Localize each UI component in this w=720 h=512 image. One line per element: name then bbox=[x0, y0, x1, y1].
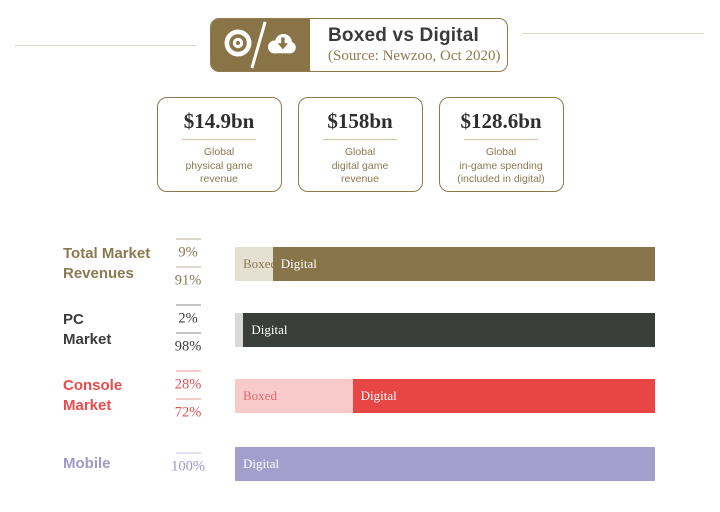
stat-value: $14.9bn bbox=[183, 109, 255, 133]
digital-percent: 100% bbox=[171, 458, 205, 475]
stat-label: Global in-game spending (included in dig… bbox=[457, 146, 545, 186]
boxed-percent: 2% bbox=[178, 310, 198, 327]
chart-row-console-market: Console Market 28% 72% Boxed Digital bbox=[0, 370, 720, 421]
chart-row-mobile: Mobile 100% Digital bbox=[0, 447, 720, 481]
cloud-download-icon bbox=[264, 28, 298, 63]
tick-rule bbox=[175, 452, 201, 454]
digital-percent: 72% bbox=[174, 404, 202, 421]
stat-divider bbox=[464, 139, 538, 140]
bar-segment-label: Digital bbox=[251, 322, 288, 337]
bar-segment-label: Digital bbox=[280, 256, 317, 271]
bar-segment-boxed: Boxed bbox=[235, 379, 353, 413]
percent-column: 28% 72% bbox=[160, 370, 216, 422]
bar-segment-digital: Digital bbox=[235, 447, 655, 481]
bar-segment-digital: Digital bbox=[352, 379, 655, 413]
stat-card-physical: $14.9bn Global physical game revenue bbox=[156, 97, 282, 192]
stat-divider bbox=[323, 139, 397, 140]
stat-cards: $14.9bn Global physical game revenue $15… bbox=[0, 97, 720, 192]
tick-rule bbox=[175, 332, 201, 334]
header-divider-left bbox=[15, 45, 196, 46]
stacked-bar: Boxed Digital bbox=[235, 247, 655, 281]
tick-rule bbox=[175, 238, 201, 240]
stat-label: Global digital game revenue bbox=[331, 146, 389, 186]
stat-label: Global physical game revenue bbox=[185, 146, 253, 186]
stat-value: $128.6bn bbox=[460, 109, 542, 133]
bar-segment-label: Digital bbox=[243, 456, 280, 471]
chart-row-pc-market: PC Market 2% 98% Digital bbox=[0, 304, 720, 355]
bar-segment-label: Boxed bbox=[243, 388, 277, 403]
percent-column: 9% 91% bbox=[160, 238, 216, 290]
percent-column: 100% bbox=[160, 452, 216, 476]
stacked-bar: Boxed Digital bbox=[235, 379, 655, 413]
page-title: Boxed vs Digital bbox=[328, 25, 480, 46]
chart-row-total-market: Total Market Revenues 9% 91% Boxed Digit… bbox=[0, 238, 720, 289]
header-icon-panel bbox=[211, 19, 310, 71]
digital-percent: 91% bbox=[174, 272, 202, 289]
stacked-bar: Digital bbox=[235, 313, 655, 347]
stat-divider bbox=[182, 139, 256, 140]
header-text: Boxed vs Digital (Source: Newzoo, Oct 20… bbox=[310, 19, 507, 71]
bar-segment-boxed bbox=[235, 313, 244, 347]
row-label: PC Market bbox=[63, 311, 112, 348]
boxed-percent: 28% bbox=[174, 376, 202, 393]
stat-card-ingame: $128.6bn Global in-game spending (includ… bbox=[438, 97, 564, 192]
bar-segment-digital: Digital bbox=[272, 247, 655, 281]
stacked-bar: Digital bbox=[235, 447, 655, 481]
row-label: Total Market Revenues bbox=[63, 245, 151, 282]
bar-segment-boxed: Boxed bbox=[235, 247, 273, 281]
header-divider-right bbox=[522, 33, 704, 34]
percent-column: 2% 98% bbox=[160, 304, 216, 356]
bar-segment-label: Digital bbox=[360, 388, 397, 403]
tick-rule bbox=[175, 398, 201, 400]
source-caption: (Source: Newzoo, Oct 2020) bbox=[328, 48, 501, 64]
tick-rule bbox=[175, 266, 201, 268]
tick-rule bbox=[175, 370, 201, 372]
stat-card-digital: $158bn Global digital game revenue bbox=[297, 97, 423, 192]
tick-rule bbox=[175, 304, 201, 306]
digital-percent: 98% bbox=[174, 338, 202, 355]
stat-value: $158bn bbox=[327, 109, 393, 133]
boxed-percent: 9% bbox=[178, 244, 198, 261]
row-label: Console Market bbox=[63, 377, 123, 414]
disc-icon bbox=[223, 28, 253, 63]
row-label: Mobile bbox=[63, 455, 111, 472]
bar-segment-label: Boxed bbox=[243, 256, 273, 271]
header-badge: Boxed vs Digital (Source: Newzoo, Oct 20… bbox=[210, 18, 508, 72]
bar-segment-digital: Digital bbox=[243, 313, 655, 347]
